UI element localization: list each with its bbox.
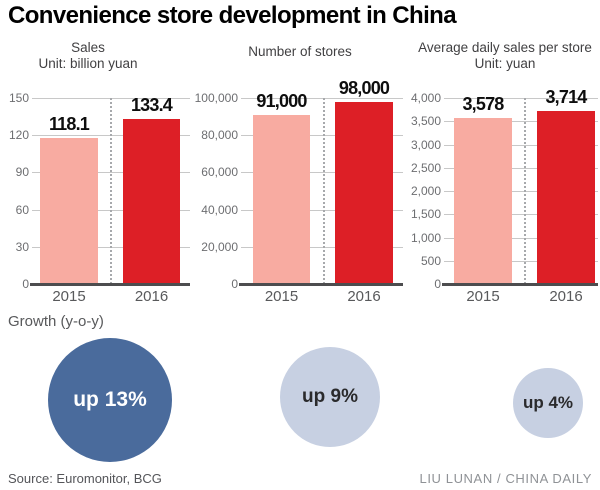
y-tick-label: 1,500 [410, 207, 441, 222]
gridline [444, 237, 598, 239]
gridline [444, 98, 598, 99]
y-tick-label: 1,000 [410, 230, 441, 245]
x-axis-year-label: 2015 [52, 288, 86, 305]
y-tick-label: 80,000 [201, 128, 238, 143]
y-tick-label: 2,000 [410, 184, 441, 198]
y-tick-label: 30 [15, 239, 29, 254]
y-tick-label: 150 [8, 91, 29, 105]
gridline [444, 260, 598, 262]
chart-avg-daily-sales-title: Average daily sales per store [418, 40, 592, 55]
y-tick-label: 100,000 [194, 91, 238, 105]
bar-value-label: 91,000 [256, 90, 307, 111]
y-tick-label: 3,000 [410, 137, 441, 152]
source-credit: Source: Euromonitor, BCG [8, 471, 162, 486]
chart-avg-daily-sales-unit: Unit: yuan [474, 56, 536, 71]
dotted-separator [524, 98, 526, 284]
bar-2015 [454, 117, 512, 284]
growth-bubble-sales-label: up 13% [73, 388, 147, 411]
x-axis-year-label: 2016 [549, 288, 583, 305]
y-tick-label: 0 [231, 277, 238, 291]
growth-section-label: Growth (y-o-y) [8, 313, 104, 330]
bar-2016 [335, 101, 393, 284]
chart-stores-title: Number of stores [248, 44, 352, 59]
y-tick-label: 4,000 [410, 91, 441, 105]
gridline [241, 172, 403, 174]
gridline [444, 121, 598, 123]
bar-value-label: 133.4 [130, 94, 173, 115]
gridline [444, 191, 598, 192]
x-axis-baseline [30, 283, 190, 286]
chart-sales-unit: Unit: billion yuan [38, 56, 138, 71]
bar-value-label: 3,578 [462, 93, 504, 114]
page-title: Convenience store development in China [8, 2, 457, 29]
y-tick-label: 40,000 [201, 202, 238, 217]
bar-2016 [537, 111, 595, 284]
dotted-separator [110, 98, 112, 284]
y-tick-label: 0 [22, 277, 29, 291]
y-tick-label: 3,500 [410, 114, 441, 129]
bar-value-label: 118.1 [48, 113, 90, 134]
x-axis-year-label: 2016 [347, 288, 381, 305]
growth-bubble-stores: up 9% [280, 347, 380, 447]
y-tick-label: 0 [434, 277, 441, 291]
chart-sales-title: Sales [71, 40, 105, 55]
x-axis-baseline [442, 283, 598, 286]
growth-bubble-avg-daily-sales: up 4% [513, 368, 583, 438]
growth-bubble-avg-daily-sales-label: up 4% [522, 393, 574, 412]
x-axis-year-label: 2016 [134, 288, 169, 305]
bar-2015 [253, 114, 310, 284]
x-axis-year-label: 2015 [264, 288, 299, 305]
gridline [241, 135, 403, 137]
x-axis-baseline [239, 283, 403, 286]
gridline [444, 167, 598, 169]
y-tick-label: 500 [420, 253, 441, 268]
bar-value-label: 98,000 [338, 77, 390, 98]
dotted-separator [323, 98, 325, 284]
gridline [444, 144, 598, 146]
gridline [444, 214, 598, 216]
x-axis-year-label: 2015 [466, 288, 500, 305]
gridline [241, 98, 403, 99]
y-tick-label: 120 [8, 128, 29, 143]
bar-value-label: 3,714 [545, 87, 587, 108]
y-tick-label: 2,500 [410, 160, 441, 175]
byline-credit: LIU LUNAN / CHINA DAILY [419, 471, 592, 486]
growth-bubble-stores-label: up 9% [302, 386, 358, 407]
gridline [241, 246, 403, 248]
y-tick-label: 60 [15, 202, 29, 217]
y-tick-label: 20,000 [201, 239, 238, 254]
growth-bubble-sales: up 13% [48, 338, 172, 462]
bar-2015 [40, 137, 98, 284]
bar-2016 [123, 118, 180, 284]
y-tick-label: 90 [15, 165, 29, 180]
y-tick-label: 60,000 [201, 165, 238, 180]
gridline [241, 209, 403, 211]
